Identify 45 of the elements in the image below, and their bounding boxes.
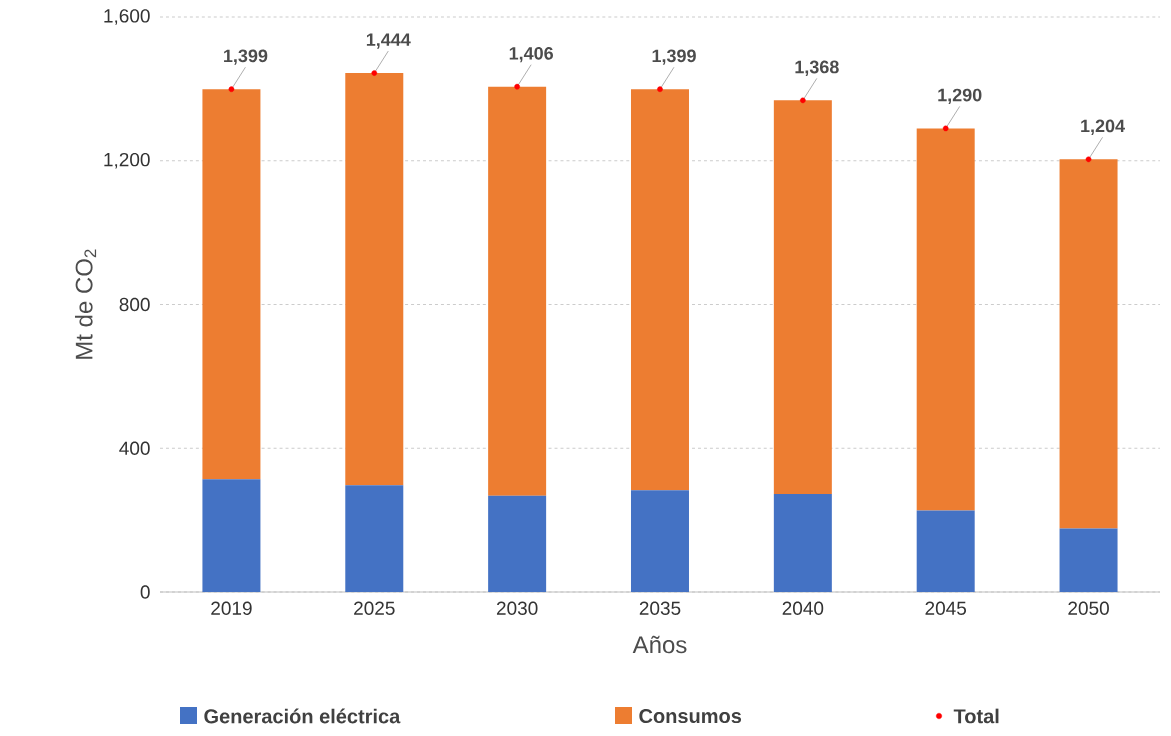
legend-label: Total (953, 708, 999, 724)
point (514, 83, 520, 90)
legend-label: Generación eléctrica (204, 708, 401, 724)
bar (630, 89, 689, 491)
x-tick-label: 2025 (354, 601, 395, 615)
bar (202, 479, 261, 592)
bar (202, 89, 261, 480)
bar (916, 510, 975, 592)
data-label: 1,368 (795, 60, 839, 76)
point (942, 125, 949, 132)
x-tick-label: 2040 (782, 601, 824, 615)
x-axis-title: Años (632, 635, 687, 654)
bar (1059, 528, 1118, 592)
point (800, 97, 806, 104)
data-label: 1,290 (938, 88, 982, 104)
bar (916, 128, 975, 511)
y-tick-label: 800 (119, 297, 150, 312)
bar (773, 493, 832, 592)
data-label: 1,399 (224, 49, 268, 65)
y-tick-label: 400 (119, 441, 150, 455)
y-tick-label: 1,200 (104, 152, 150, 169)
data-label: 1,444 (366, 33, 411, 49)
data-label: 1,406 (509, 46, 553, 63)
bar (488, 86, 547, 496)
legend-label: Consumos (639, 708, 742, 724)
y-tick-label: 1,600 (104, 9, 150, 25)
point (657, 86, 663, 93)
y-axis-title: Mt de CO$_{2}$ (74, 249, 97, 359)
bar (488, 495, 547, 592)
x-tick-label: 2019 (211, 601, 252, 615)
point (1085, 156, 1092, 163)
data-label: 1,399 (652, 49, 696, 65)
x-tick-label: 2045 (925, 601, 967, 615)
y-tick-label: 0 (140, 585, 150, 599)
bar (345, 73, 404, 486)
bar (1059, 159, 1118, 529)
x-tick-label: 2050 (1068, 601, 1109, 615)
x-tick-label: 2030 (496, 601, 538, 615)
bar (630, 490, 689, 592)
point (228, 86, 235, 93)
bar (773, 100, 832, 494)
data-label: 1,204 (1081, 119, 1125, 135)
bar (345, 485, 404, 592)
point (371, 70, 378, 76)
x-tick-label: 2035 (639, 601, 681, 615)
